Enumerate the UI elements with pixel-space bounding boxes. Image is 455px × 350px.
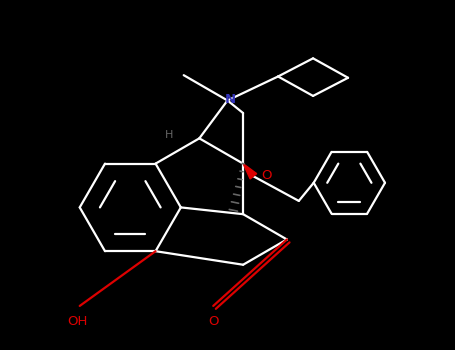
Polygon shape xyxy=(243,164,257,179)
Text: O: O xyxy=(209,315,219,328)
Text: O: O xyxy=(261,169,272,182)
Text: OH: OH xyxy=(67,315,87,328)
Text: H: H xyxy=(165,130,173,140)
Text: N: N xyxy=(224,93,236,106)
